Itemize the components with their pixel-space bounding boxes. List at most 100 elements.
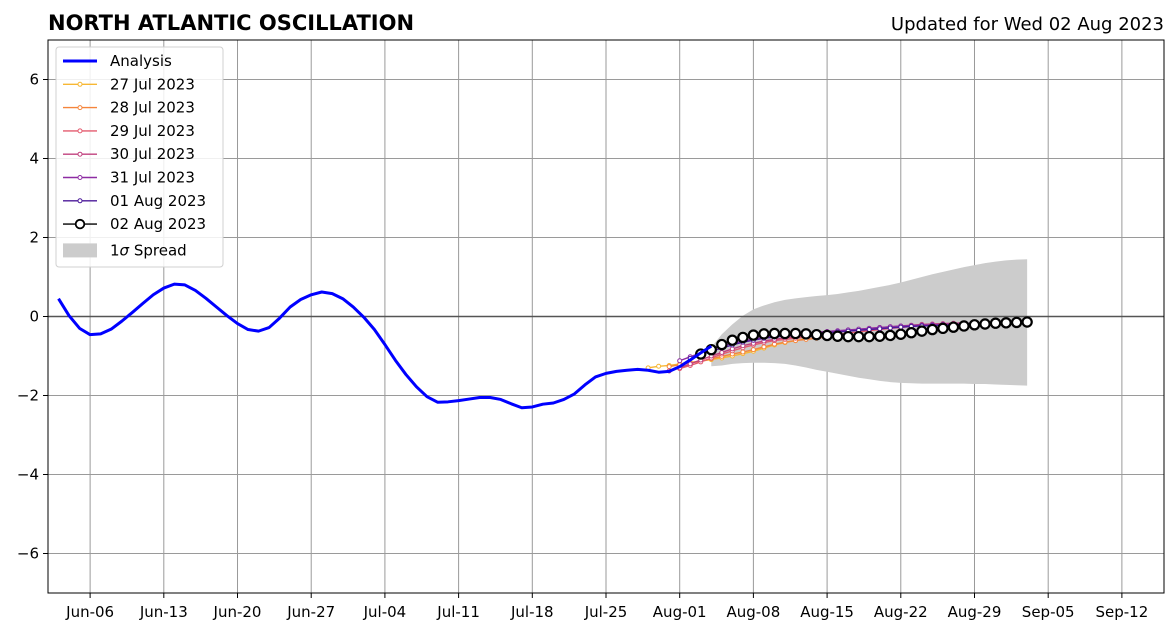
x-axis-ticks: Jun-06 Jun-13 Jun-20 Jun-27 Jul-04 Jul-11 Jul-… xyxy=(65,593,1148,621)
legend-entry-spread: 1σ Spread xyxy=(63,241,187,259)
y-tick-label: 2 xyxy=(29,229,39,247)
legend-label: 01 Aug 2023 xyxy=(110,192,206,210)
x-tick-label: Aug-08 xyxy=(726,603,780,621)
legend-entry: Analysis xyxy=(63,52,172,70)
x-tick-label: Jul-18 xyxy=(510,603,554,621)
legend-marker xyxy=(77,151,83,157)
y-tick-label: −2 xyxy=(17,387,39,405)
forecast-point xyxy=(887,325,893,331)
legend-entry: 27 Jul 2023 xyxy=(63,75,195,93)
legend-entry: 28 Jul 2023 xyxy=(63,99,195,117)
forecast-point xyxy=(958,320,970,332)
forecast-point xyxy=(716,338,728,351)
forecast-point xyxy=(737,331,749,344)
x-tick-label: Jun-27 xyxy=(286,603,335,621)
y-tick-label: −4 xyxy=(17,466,39,484)
legend-marker xyxy=(77,105,83,111)
y-tick-label: 0 xyxy=(29,308,39,326)
legend-marker xyxy=(74,218,86,230)
x-tick-label: Jun-13 xyxy=(139,603,188,621)
legend-marker xyxy=(77,128,83,134)
forecast-point xyxy=(852,330,865,343)
legend-marker xyxy=(77,175,83,180)
forecast-point xyxy=(1021,316,1033,328)
spread-band xyxy=(711,259,1028,386)
legend-box xyxy=(55,46,224,268)
x-tick-label: Sep-12 xyxy=(1095,603,1148,621)
x-tick-label: Aug-29 xyxy=(948,603,1002,621)
forecast-point xyxy=(842,330,854,343)
analysis-series xyxy=(57,282,713,410)
forecast-point xyxy=(947,321,960,333)
legend-label: 28 Jul 2023 xyxy=(110,99,195,117)
forecast-point xyxy=(877,326,883,332)
forecast-point xyxy=(666,364,672,370)
forecast-point xyxy=(937,322,949,335)
forecast-point xyxy=(761,344,767,350)
x-tick-label: Aug-15 xyxy=(800,603,854,621)
forecast-point xyxy=(884,329,896,342)
forecast-point xyxy=(968,319,981,331)
forecast-point xyxy=(874,330,886,342)
legend-marker xyxy=(77,198,83,204)
forecast-point xyxy=(1000,317,1012,329)
legend-swatch xyxy=(63,243,97,258)
forecast-point xyxy=(789,327,802,340)
forecast-point xyxy=(677,358,683,364)
y-tick-label: −6 xyxy=(17,545,39,563)
x-tick-label: Aug-22 xyxy=(874,603,928,621)
forecast-point xyxy=(750,347,756,353)
y-axis-ticks: −6 −4 −2 0 2 4 6 xyxy=(17,71,48,563)
x-tick-label: Sep-05 xyxy=(1022,603,1075,621)
legend-label: Analysis xyxy=(110,52,172,70)
forecast-point xyxy=(719,349,725,355)
legend-entry: 31 Jul 2023 xyxy=(63,169,195,187)
legend-label: 1σ Spread xyxy=(110,241,187,259)
x-tick-label: Jun-06 xyxy=(65,603,114,621)
forecast-point xyxy=(810,328,823,341)
forecast-point xyxy=(821,329,833,342)
legend-entry: 29 Jul 2023 xyxy=(63,122,195,140)
forecast-point xyxy=(898,324,904,330)
forecast-point xyxy=(779,327,791,340)
x-tick-label: Jun-20 xyxy=(213,603,262,621)
forecast-point xyxy=(747,329,760,341)
spread-band-area xyxy=(711,259,1028,386)
forecast-point xyxy=(656,363,662,369)
forecast-point xyxy=(726,334,739,346)
y-tick-label: 4 xyxy=(29,150,39,168)
legend-entry: 01 Aug 2023 xyxy=(63,192,206,210)
forecast-point xyxy=(687,361,693,367)
forecast-point xyxy=(905,326,918,339)
forecast-point xyxy=(979,318,991,330)
forecast-point xyxy=(1010,316,1023,329)
forecast-series xyxy=(645,316,1033,374)
legend: Analysis 27 Jul 2023 28 Jul 2023 29 Jul 202… xyxy=(55,46,224,268)
forecast-point xyxy=(895,328,907,340)
forecast-point xyxy=(831,330,844,342)
forecast-point xyxy=(729,346,735,352)
legend-entry: 02 Aug 2023 xyxy=(63,215,206,233)
x-tick-label: Jul-04 xyxy=(363,603,407,621)
chart-title: NORTH ATLANTIC OSCILLATION xyxy=(48,11,414,35)
x-tick-label: Aug-01 xyxy=(653,603,707,621)
x-tick-label: Jul-11 xyxy=(436,603,480,621)
legend-entry: 30 Jul 2023 xyxy=(63,145,195,163)
legend-label: 30 Jul 2023 xyxy=(110,145,195,163)
analysis-line xyxy=(57,282,713,410)
legend-label: 27 Jul 2023 xyxy=(110,75,195,93)
forecast-point xyxy=(989,317,1002,329)
forecast-point xyxy=(800,328,812,340)
forecast-point xyxy=(863,330,875,343)
forecast-point xyxy=(866,327,872,333)
forecast-point xyxy=(916,325,928,337)
legend-label: 02 Aug 2023 xyxy=(110,215,206,233)
forecast-point xyxy=(926,323,939,336)
legend-label: 29 Jul 2023 xyxy=(110,122,195,140)
forecast-point xyxy=(758,328,770,340)
x-tick-label: Jul-25 xyxy=(584,603,628,621)
legend-marker xyxy=(77,81,83,87)
forecast-point xyxy=(740,349,746,355)
legend-label: 31 Jul 2023 xyxy=(110,169,195,187)
